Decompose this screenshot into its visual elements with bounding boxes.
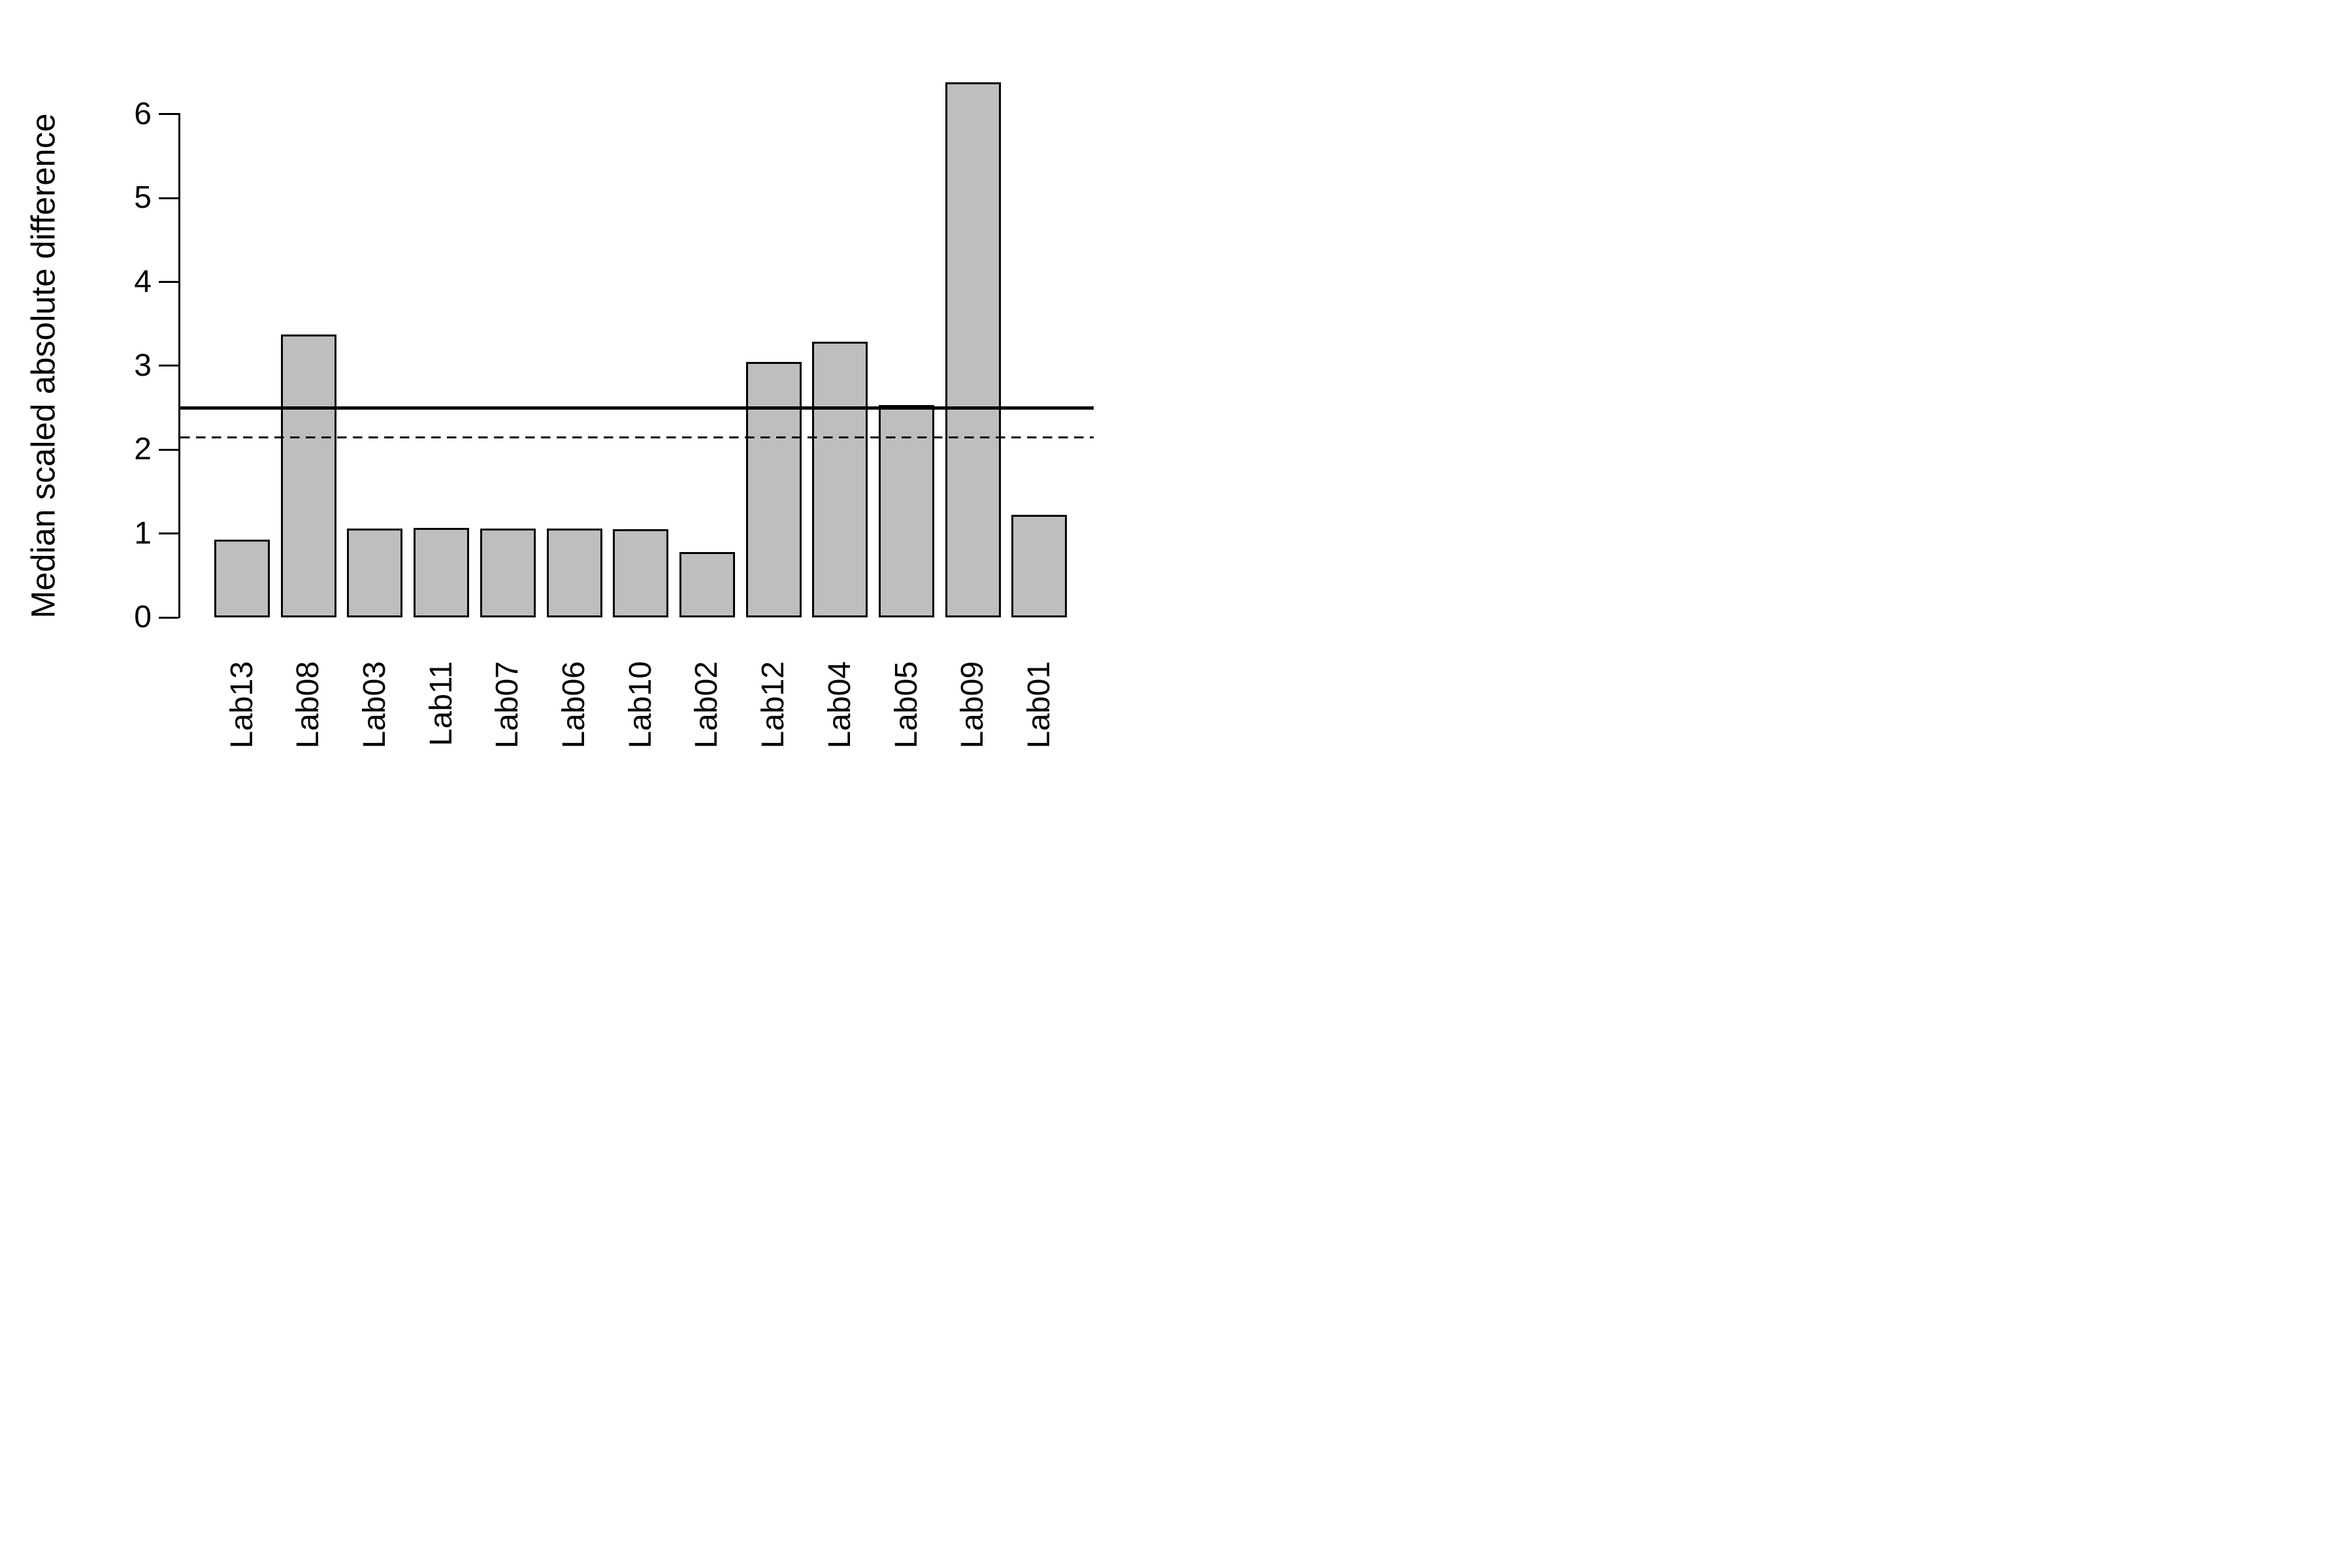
y-tick	[159, 197, 178, 199]
y-tick	[159, 113, 178, 116]
y-axis-title: Median scaled absolute difference	[24, 113, 62, 619]
y-tick-label: 1	[134, 515, 152, 551]
y-tick-label: 0	[134, 600, 152, 634]
y-tick-label: 4	[134, 264, 152, 299]
reference-line-dashed	[180, 436, 1094, 438]
y-tick	[159, 448, 178, 451]
y-tick-label: 2	[134, 432, 152, 467]
y-tick-label: 6	[134, 96, 152, 131]
y-tick	[159, 532, 178, 535]
bar	[347, 528, 403, 617]
y-axis-line	[178, 113, 180, 619]
bar	[480, 528, 536, 617]
x-tick-label: Lab03	[357, 661, 392, 749]
x-tick-label: Lab08	[291, 661, 326, 749]
bar	[546, 528, 602, 617]
x-tick-label: Lab11	[423, 661, 459, 746]
x-tick-label: Lab04	[822, 661, 857, 749]
x-tick-label: Lab12	[756, 661, 791, 749]
bar-chart: Median scaled absolute difference 0 1 2 3 4 5…	[0, 0, 1176, 784]
bar	[945, 82, 1001, 617]
bar	[679, 551, 735, 617]
bar	[745, 361, 802, 617]
y-tick	[159, 365, 178, 367]
x-tick-label: Lab06	[557, 661, 591, 749]
bar	[613, 529, 669, 617]
x-tick-label: Lab07	[490, 661, 525, 749]
x-tick-label: Lab02	[689, 661, 725, 749]
bar	[280, 335, 336, 617]
y-tick-label: 5	[134, 180, 152, 216]
bar	[1011, 515, 1068, 617]
reference-line-solid	[180, 406, 1094, 410]
bar	[812, 341, 868, 617]
x-tick-label: Lab05	[889, 661, 924, 749]
bar	[414, 527, 470, 617]
bar	[214, 539, 270, 617]
y-tick	[159, 616, 178, 619]
x-tick-label: Lab09	[955, 661, 990, 749]
y-tick	[159, 281, 178, 284]
x-tick-label: Lab13	[224, 661, 259, 749]
x-tick-label: Lab10	[623, 661, 658, 749]
y-tick-label: 3	[134, 348, 152, 383]
x-tick-label: Lab01	[1021, 661, 1056, 749]
